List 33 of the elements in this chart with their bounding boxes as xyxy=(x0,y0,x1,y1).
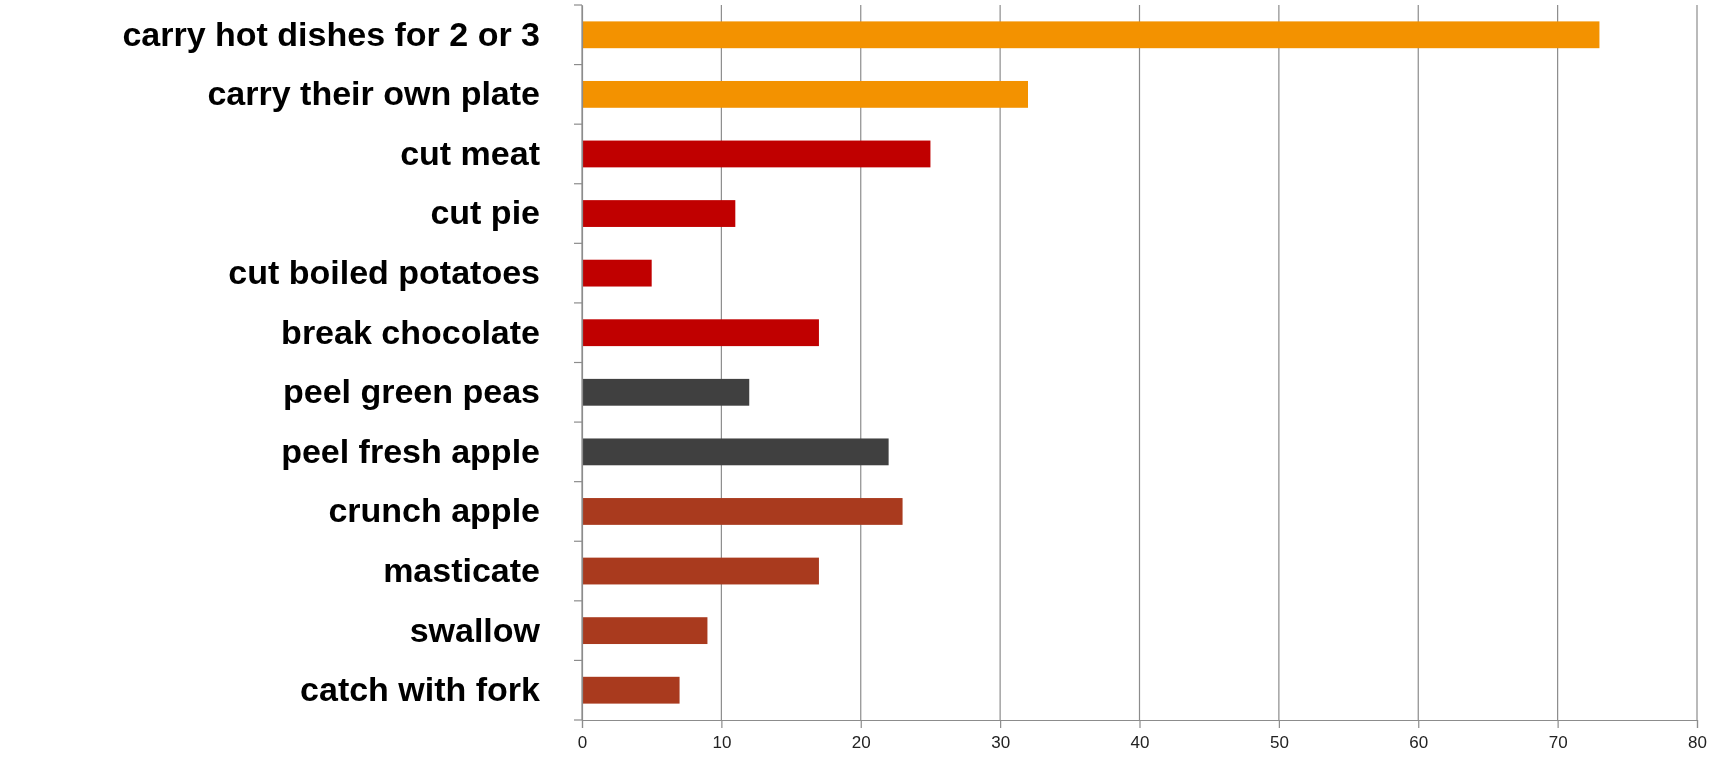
x-tick-label: 0 xyxy=(577,733,588,753)
y-tick-label: break chocolate xyxy=(281,312,540,351)
y-tick-label: swallow xyxy=(409,610,541,649)
y-tick-label: carry hot dishes for 2 or 3 xyxy=(122,14,540,53)
bar xyxy=(582,319,819,347)
y-tick-label: masticate xyxy=(383,550,540,589)
y-tick-label: crunch apple xyxy=(328,491,540,530)
x-tick-label: 50 xyxy=(1269,733,1289,753)
bar xyxy=(582,21,1600,49)
bar xyxy=(582,140,931,168)
y-tick-label: cut boiled potatoes xyxy=(228,253,540,292)
bar xyxy=(582,80,1028,108)
y-tick-label: cut meat xyxy=(400,133,540,172)
y-tick-label: peel green peas xyxy=(282,372,540,411)
bar xyxy=(582,617,708,645)
x-tick-label: 40 xyxy=(1130,733,1150,753)
y-tick-label: catch with fork xyxy=(300,670,541,709)
bar xyxy=(582,200,736,227)
bar xyxy=(582,676,680,704)
y-tick-label: cut pie xyxy=(430,193,540,232)
bar xyxy=(582,378,750,406)
y-tick-label: peel fresh apple xyxy=(281,431,540,470)
x-tick-label: 60 xyxy=(1409,733,1429,753)
y-tick-label: carry their own plate xyxy=(207,74,540,113)
bar xyxy=(582,438,889,466)
x-tick-label: 80 xyxy=(1688,733,1707,753)
bar xyxy=(582,557,819,585)
x-tick-label: 20 xyxy=(851,733,871,753)
x-tick-label: 70 xyxy=(1548,733,1568,753)
x-tick-label: 10 xyxy=(712,733,732,753)
bar xyxy=(582,259,652,287)
x-tick-label: 30 xyxy=(991,733,1011,753)
bar xyxy=(582,498,903,525)
